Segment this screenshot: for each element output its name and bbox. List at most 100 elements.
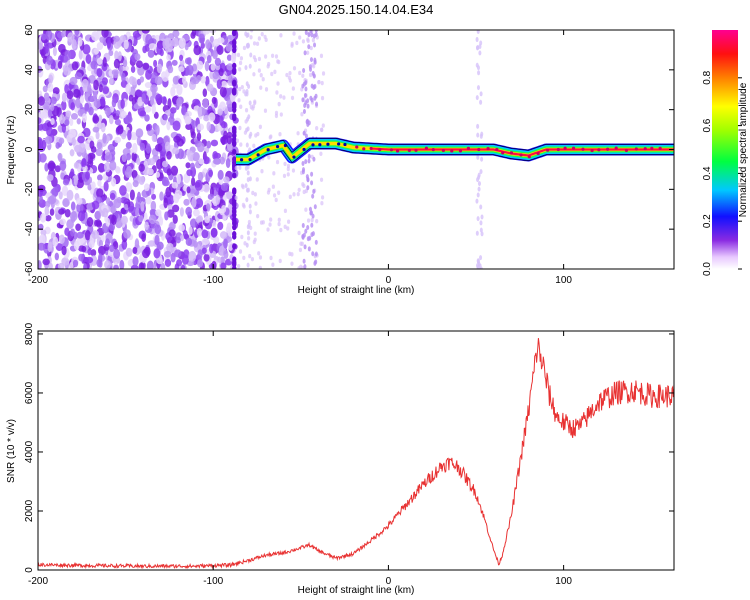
ridge-dot — [536, 151, 540, 156]
noise-blob — [94, 219, 99, 227]
noise-blob — [212, 71, 219, 80]
faint-noise-dot — [320, 80, 324, 86]
noise-blob — [79, 95, 85, 104]
snr-y-ticks: 0 2000 4000 6000 8000 — [24, 322, 674, 573]
noise-blob — [109, 244, 115, 253]
noise-blob — [92, 115, 100, 124]
ridge-dot — [424, 146, 428, 150]
faint-noise-dot — [321, 71, 326, 76]
faint-noise-dot — [321, 195, 325, 200]
noise-blob — [67, 32, 75, 43]
noise-blob — [155, 209, 162, 217]
streak-dot — [314, 30, 318, 33]
faint-noise-dot — [274, 197, 278, 203]
noise-blob — [226, 222, 232, 230]
noise-blob — [198, 33, 206, 44]
noise-blob — [66, 189, 74, 201]
noise-blob — [38, 260, 42, 269]
noise-blob — [95, 131, 100, 140]
noise-blob — [65, 110, 72, 118]
noise-blob — [38, 117, 42, 125]
noise-blob — [138, 215, 144, 223]
noise-blob — [188, 226, 193, 235]
noise-blob — [203, 183, 211, 193]
noise-blob — [166, 121, 171, 131]
streak-dot — [302, 67, 306, 73]
streak-dot — [301, 83, 305, 89]
noise-blob — [101, 77, 108, 85]
faint-noise-dot — [254, 133, 258, 138]
noise-blob — [115, 166, 121, 174]
faint-noise-dot — [260, 31, 264, 37]
noise-blob — [150, 200, 157, 212]
faint-noise-dot — [277, 221, 281, 227]
streak-dot — [248, 100, 252, 106]
streak-dot — [477, 172, 481, 178]
noise-blob — [58, 43, 66, 53]
noise-blob — [221, 136, 226, 145]
streak-dot — [301, 233, 305, 239]
noise-blob — [210, 63, 216, 71]
noise-blob — [58, 208, 65, 215]
noise-blob — [185, 65, 190, 76]
ridge-dot — [571, 146, 576, 150]
noise-blob — [102, 57, 107, 68]
y-tick-label: 4000 — [24, 440, 35, 463]
streak-dot — [301, 160, 305, 166]
noise-blob — [58, 234, 65, 244]
faint-noise-dot — [270, 71, 274, 77]
noise-blob — [211, 260, 217, 269]
y-tick-label: 40 — [24, 64, 35, 76]
noise-blob — [75, 223, 82, 232]
noise-blob — [170, 107, 177, 114]
noise-blob — [219, 156, 225, 165]
streak-dot — [304, 30, 308, 36]
noise-blob — [51, 186, 59, 198]
ridge-dot — [624, 148, 629, 152]
noise-edge-blob — [232, 148, 237, 155]
faint-noise-dot — [266, 227, 270, 232]
streak-dot — [480, 156, 484, 162]
faint-noise-dot — [315, 218, 319, 224]
noise-blob — [120, 131, 127, 140]
noise-blob — [90, 181, 96, 190]
streak-dot — [313, 84, 317, 90]
noise-edge-blob — [232, 265, 237, 269]
faint-noise-dot — [248, 253, 252, 259]
faint-noise-dot — [239, 142, 243, 147]
noise-edge-blob — [232, 30, 237, 37]
streak-dot — [246, 187, 250, 193]
noise-blob — [185, 206, 193, 216]
y-tick-label: 0 — [24, 567, 35, 573]
faint-noise-dot — [242, 45, 247, 51]
noise-blob — [146, 260, 154, 269]
noise-blob — [153, 248, 161, 259]
noise-blob — [162, 179, 170, 187]
streak-dot — [301, 222, 305, 228]
noise-blob — [176, 174, 181, 185]
noise-blob — [135, 207, 140, 218]
faint-noise-dot — [254, 201, 258, 206]
faint-noise-dot — [269, 217, 273, 222]
noise-blob — [88, 106, 94, 116]
colorbar-tick-label: 0.2 — [702, 214, 713, 228]
streak-dot — [302, 167, 306, 173]
snr-series-line — [38, 338, 674, 570]
faint-noise-dot — [320, 127, 324, 132]
noise-blob — [154, 234, 160, 246]
noise-blob — [44, 135, 53, 144]
noise-blob — [136, 191, 141, 203]
streak-dot — [303, 92, 307, 98]
noise-blob — [62, 178, 70, 186]
noise-blob — [76, 231, 84, 239]
ridge-dot — [239, 158, 244, 162]
streak-dot — [313, 260, 317, 266]
spectrogram-noise-field — [38, 30, 484, 269]
streak-dot — [307, 246, 311, 252]
noise-blob — [113, 58, 121, 69]
noise-blob — [121, 215, 128, 225]
noise-blob — [104, 107, 112, 116]
noise-blob — [217, 256, 222, 263]
streak-dot — [311, 231, 315, 237]
noise-edge-blob — [232, 79, 237, 86]
